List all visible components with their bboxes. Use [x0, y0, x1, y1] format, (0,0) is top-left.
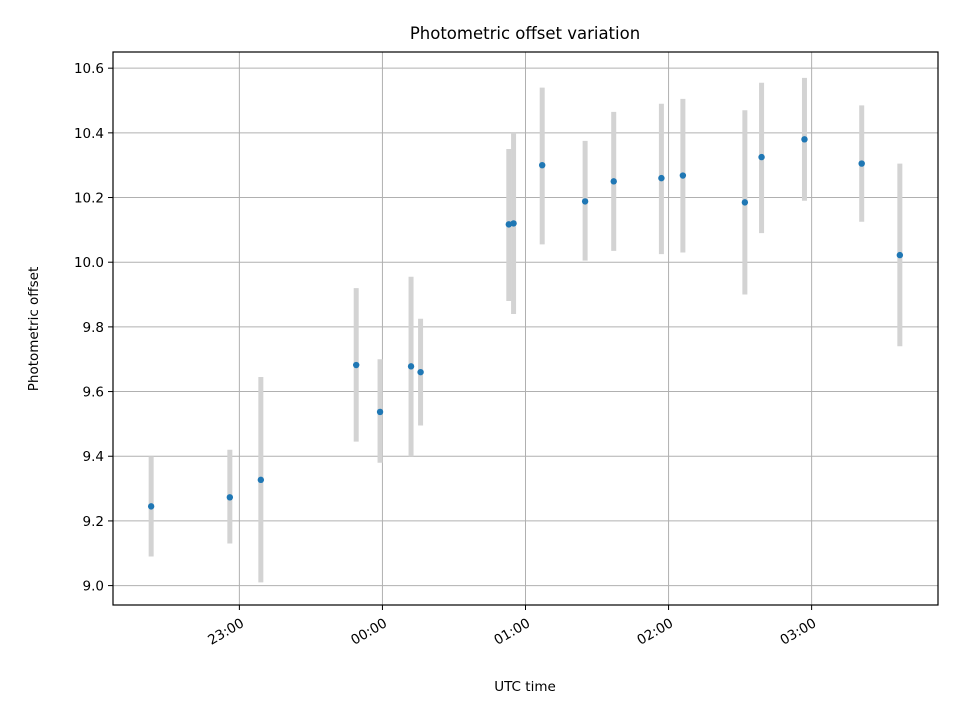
chart-title: Photometric offset variation	[410, 24, 640, 43]
x-tick-label: 00:00	[348, 615, 390, 648]
data-point-9	[538, 161, 546, 169]
y-tick-label: 10.6	[74, 61, 104, 77]
data-point-12	[658, 174, 665, 182]
data-point-18	[896, 251, 904, 259]
data-point-2	[257, 476, 265, 484]
data-point-16	[801, 136, 808, 143]
data-point-6	[417, 368, 424, 376]
y-axis-ticks: 9.0 9.2 9.4 9.6 9.8 10.0 10.2 10.4 10.6	[74, 61, 113, 595]
x-tick-label: 23:00	[205, 615, 247, 648]
data-point-4	[376, 408, 384, 416]
data-point-0	[147, 503, 155, 510]
y-tick-label: 9.4	[83, 449, 104, 465]
y-tick-label: 9.8	[83, 320, 104, 336]
data-point-17	[858, 160, 865, 167]
x-axis-label: UTC time	[494, 679, 556, 695]
data-point-7	[505, 221, 513, 228]
data-point-13	[679, 172, 687, 179]
data-point-11	[610, 178, 617, 185]
y-tick-label: 9.2	[83, 514, 104, 530]
data-point-15	[758, 153, 765, 161]
data-points	[147, 136, 904, 510]
data-point-8	[510, 220, 517, 227]
y-tick-label: 9.0	[83, 579, 104, 595]
y-axis-label: Photometric offset	[26, 267, 42, 391]
y-tick-label: 10.4	[74, 126, 104, 142]
data-point-5	[407, 363, 415, 370]
data-point-3	[353, 361, 360, 369]
data-point-14	[741, 199, 749, 206]
x-tick-label: 02:00	[634, 615, 676, 648]
y-tick-label: 9.6	[83, 385, 104, 401]
grid	[113, 52, 938, 605]
y-tick-label: 10.2	[74, 191, 104, 207]
x-tick-label: 01:00	[491, 615, 533, 648]
x-tick-label: 03:00	[777, 615, 819, 648]
data-point-10	[581, 198, 589, 205]
y-tick-label: 10.0	[74, 255, 104, 271]
x-axis-ticks: 23:00 00:00 01:00 02:00 03:00	[205, 605, 819, 649]
data-point-1	[226, 494, 234, 501]
